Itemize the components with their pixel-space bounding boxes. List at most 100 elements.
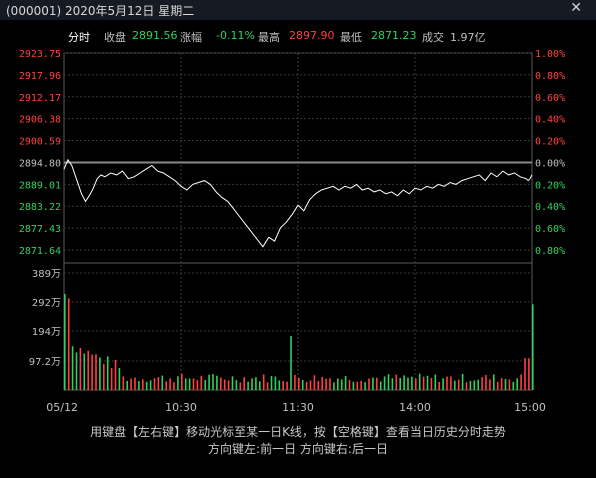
volume-bar	[255, 377, 257, 390]
volume-bar	[181, 373, 183, 390]
price-tick-label: 2889.01	[19, 180, 61, 191]
volume-bar	[348, 380, 351, 390]
price-tick-label: 2894.80	[19, 158, 61, 169]
time-tick-label: 10:30	[165, 401, 197, 414]
price-tick-label: 2877.43	[19, 224, 61, 235]
window-titlebar: (000001) 2020年5月12日 星期二 ✕	[0, 0, 596, 20]
volume-bar	[274, 376, 277, 390]
volume-tick-label: 292万	[32, 298, 61, 309]
volume-bar	[188, 378, 191, 390]
volume-bar	[407, 377, 409, 390]
tab-intraday[interactable]: 分时	[68, 31, 90, 44]
volume-bar	[208, 374, 210, 390]
pct-tick-label: 0.60%	[535, 224, 565, 235]
help-line-2: 方向键左:前一日 方向键右:后一日	[208, 442, 388, 456]
pct-tick-label: 0.80%	[535, 246, 565, 257]
close-icon[interactable]: ✕	[570, 0, 582, 16]
price-tick-label: 2900.59	[19, 137, 61, 148]
volume-bar	[165, 381, 167, 390]
volume-bar	[278, 380, 281, 390]
change-label: 涨幅	[180, 31, 202, 44]
volume-bar	[200, 375, 203, 390]
volume-bar	[87, 350, 89, 390]
volume-bar	[344, 376, 347, 390]
volume-bar	[321, 376, 323, 390]
volume-bar	[79, 348, 82, 390]
volume-bar	[309, 380, 312, 390]
volume-bar	[364, 382, 366, 390]
price-tick-label: 2912.17	[19, 93, 61, 104]
volume-bar	[442, 378, 444, 390]
volume-bar	[434, 374, 437, 390]
close-label: 收盘	[104, 31, 126, 44]
volume-bar	[138, 381, 140, 390]
turnover-label: 成交	[422, 31, 444, 44]
volume-bar	[106, 356, 109, 390]
pct-tick-label: 0.20%	[535, 137, 565, 148]
volume-bar	[235, 380, 238, 390]
volume-bar	[243, 377, 245, 390]
pct-tick-label: 0.00%	[535, 158, 565, 169]
volume-bar	[516, 378, 518, 390]
volume-bar	[313, 375, 316, 390]
volume-bar	[157, 377, 160, 390]
volume-bar	[75, 352, 78, 390]
volume-bar	[118, 368, 121, 390]
volume-bar	[340, 379, 343, 390]
change-value: -0.11%	[216, 29, 255, 42]
volume-bar	[130, 378, 132, 390]
volume-bar	[282, 381, 284, 390]
volume-bar	[91, 354, 93, 390]
low-value: 2871.23	[371, 29, 417, 42]
volume-bar	[391, 378, 394, 390]
low-label: 最低	[340, 31, 362, 44]
volume-bar	[372, 377, 374, 390]
volume-tick-label: 97.2万	[29, 357, 61, 368]
volume-bar	[301, 380, 304, 390]
volume-bar	[270, 376, 273, 390]
volume-bar	[177, 376, 179, 390]
volume-bar	[520, 374, 522, 390]
volume-bar	[305, 381, 308, 390]
volume-bar	[298, 378, 300, 390]
time-tick-label: 11:30	[282, 401, 314, 414]
volume-bar	[379, 381, 382, 390]
time-tick-label: 05/12	[46, 401, 78, 414]
volume-bar	[173, 382, 175, 390]
volume-bar	[216, 375, 218, 390]
volume-bar	[329, 378, 331, 390]
volume-bar	[399, 378, 401, 390]
volume-bar	[504, 378, 507, 390]
volume-bar	[426, 375, 429, 390]
pct-tick-label: 0.80%	[535, 71, 565, 82]
volume-bar	[333, 382, 335, 390]
volume-bar	[134, 377, 136, 390]
time-tick-label: 14:00	[399, 401, 431, 414]
volume-bar	[262, 374, 265, 390]
volume-bar	[524, 358, 526, 390]
volume-bar	[395, 374, 398, 390]
price-tick-label: 2923.75	[19, 49, 61, 60]
volume-bar	[454, 380, 456, 390]
volume-tick-label: 389万	[32, 269, 61, 280]
volume-bar	[220, 377, 222, 390]
volume-bar	[231, 376, 234, 390]
pct-tick-label: 1.00%	[535, 49, 565, 60]
volume-bar	[196, 380, 199, 390]
volume-bar	[325, 378, 327, 390]
volume-bar	[259, 381, 261, 390]
volume-bar	[532, 304, 534, 390]
volume-bar	[368, 378, 370, 390]
volume-bar	[337, 378, 339, 390]
volume-bar	[223, 379, 226, 390]
volume-bar	[457, 379, 460, 390]
volume-bar	[469, 380, 472, 390]
volume-bar	[485, 375, 487, 390]
price-tick-label: 2906.38	[19, 115, 61, 126]
volume-bar	[192, 378, 195, 390]
volume-bar	[461, 373, 464, 390]
volume-bar	[465, 382, 468, 390]
volume-bar	[508, 379, 511, 390]
volume-bar	[149, 380, 152, 390]
